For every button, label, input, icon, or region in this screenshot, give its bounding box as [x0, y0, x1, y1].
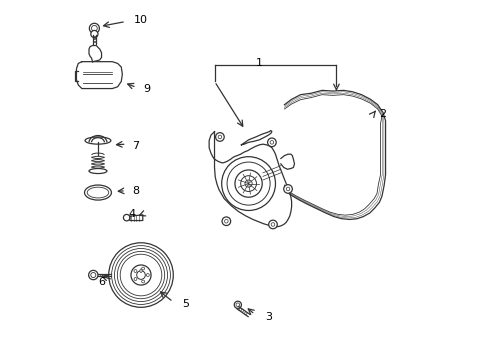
Circle shape	[284, 185, 293, 193]
Circle shape	[269, 220, 277, 229]
Text: 8: 8	[132, 186, 139, 196]
Ellipse shape	[85, 137, 111, 144]
Circle shape	[131, 265, 151, 285]
Text: 10: 10	[134, 15, 148, 26]
Circle shape	[245, 180, 252, 187]
Circle shape	[91, 273, 96, 278]
Circle shape	[222, 217, 231, 226]
Polygon shape	[242, 131, 272, 145]
Ellipse shape	[87, 187, 109, 198]
Text: 6: 6	[98, 277, 105, 287]
Circle shape	[115, 248, 168, 302]
Circle shape	[241, 176, 256, 192]
Text: 2: 2	[379, 109, 387, 119]
Circle shape	[109, 243, 173, 307]
Ellipse shape	[84, 185, 111, 200]
Circle shape	[92, 26, 97, 31]
Circle shape	[236, 303, 240, 307]
Circle shape	[227, 162, 270, 205]
Circle shape	[147, 274, 149, 276]
Circle shape	[268, 138, 276, 147]
Circle shape	[134, 278, 137, 280]
Polygon shape	[76, 62, 122, 89]
Circle shape	[91, 31, 98, 38]
Polygon shape	[281, 154, 294, 169]
Circle shape	[234, 301, 242, 309]
Circle shape	[221, 157, 275, 211]
Circle shape	[142, 280, 145, 283]
Circle shape	[117, 251, 165, 299]
Circle shape	[142, 267, 145, 270]
Text: 1: 1	[256, 58, 263, 68]
Circle shape	[120, 254, 162, 296]
Polygon shape	[89, 45, 101, 62]
Text: 7: 7	[132, 141, 139, 151]
Circle shape	[112, 246, 171, 305]
Circle shape	[286, 187, 290, 191]
Circle shape	[123, 215, 130, 221]
Text: 4: 4	[128, 209, 136, 219]
Circle shape	[235, 170, 262, 197]
Polygon shape	[209, 132, 292, 226]
Circle shape	[218, 135, 221, 139]
Circle shape	[89, 270, 98, 280]
Circle shape	[270, 140, 274, 144]
Polygon shape	[74, 71, 78, 81]
Ellipse shape	[89, 168, 107, 174]
Circle shape	[216, 133, 224, 141]
Text: 9: 9	[143, 84, 150, 94]
Circle shape	[137, 271, 146, 279]
Text: 3: 3	[265, 312, 272, 322]
Circle shape	[271, 223, 275, 226]
Polygon shape	[130, 215, 143, 221]
Circle shape	[89, 23, 99, 33]
Polygon shape	[285, 90, 386, 220]
Ellipse shape	[140, 269, 142, 273]
Circle shape	[134, 270, 137, 273]
Circle shape	[224, 220, 228, 223]
Text: 5: 5	[182, 299, 189, 309]
